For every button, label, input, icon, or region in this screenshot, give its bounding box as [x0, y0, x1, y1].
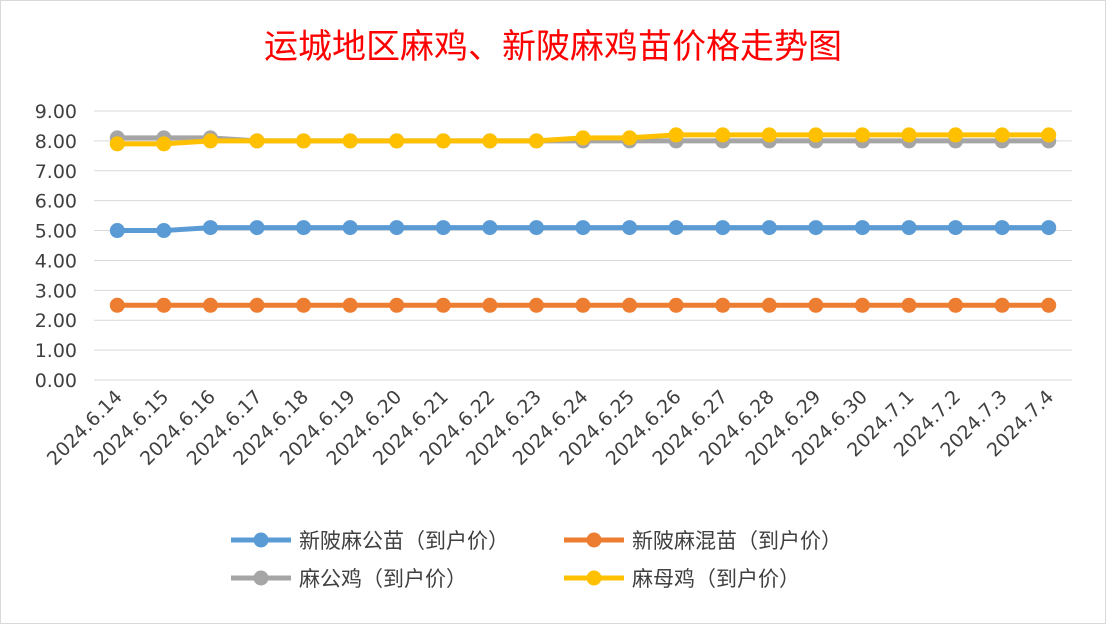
chart-title: 运城地区麻鸡、新陂麻鸡苗价格走势图 [264, 27, 842, 67]
data-point [575, 297, 591, 313]
data-point [482, 133, 498, 149]
series-3 [109, 127, 1057, 152]
data-point [202, 297, 218, 313]
y-tick-label: 8.00 [35, 131, 77, 153]
data-point [482, 220, 498, 236]
data-point [761, 127, 777, 143]
legend-item: 新陂麻公苗（到户价） [231, 529, 509, 553]
data-point [761, 297, 777, 313]
data-point [249, 297, 265, 313]
data-point [994, 297, 1010, 313]
data-point [202, 220, 218, 236]
y-tick-label: 0.00 [35, 370, 77, 392]
data-point [389, 297, 405, 313]
data-point [528, 220, 544, 236]
legend-item: 麻公鸡（到户价） [231, 567, 467, 591]
data-point [668, 220, 684, 236]
legend-label: 新陂麻混苗（到户价） [632, 529, 842, 553]
data-point [715, 220, 731, 236]
data-point [249, 220, 265, 236]
data-point [202, 133, 218, 149]
y-tick-label: 3.00 [35, 280, 77, 302]
data-point [668, 297, 684, 313]
data-point [1041, 127, 1057, 143]
data-point [622, 220, 638, 236]
y-tick-label: 4.00 [35, 250, 77, 272]
data-point [109, 136, 125, 152]
data-point [342, 133, 358, 149]
data-point [854, 297, 870, 313]
legend-label: 麻母鸡（到户价） [632, 567, 800, 591]
data-point [948, 220, 964, 236]
data-point [854, 220, 870, 236]
y-tick-label: 1.00 [35, 340, 77, 362]
data-point [948, 127, 964, 143]
data-point [296, 297, 312, 313]
data-point [109, 297, 125, 313]
data-point [575, 220, 591, 236]
data-point [249, 133, 265, 149]
y-axis-ticks: 0.00 1.00 2.00 3.00 4.00 5.00 6.00 7.00 8.00 9.00 [35, 101, 77, 392]
legend-item: 麻母鸡（到户价） [564, 567, 800, 591]
legend-label: 新陂麻公苗（到户价） [299, 529, 509, 553]
data-point [342, 220, 358, 236]
data-point [1041, 220, 1057, 236]
data-point [296, 220, 312, 236]
data-point [668, 127, 684, 143]
legend-swatch-marker [253, 532, 269, 548]
data-point [528, 297, 544, 313]
data-point [389, 133, 405, 149]
legend-label: 麻公鸡（到户价） [299, 567, 467, 591]
data-point [1041, 297, 1057, 313]
data-point [901, 297, 917, 313]
series-1 [109, 297, 1057, 313]
data-point [808, 297, 824, 313]
legend-item: 新陂麻混苗（到户价） [564, 529, 842, 553]
series-0 [109, 220, 1057, 239]
data-point [435, 297, 451, 313]
data-point [994, 220, 1010, 236]
data-point [342, 297, 358, 313]
legend-swatch-marker [253, 570, 269, 586]
data-point [435, 220, 451, 236]
data-point [435, 133, 451, 149]
legend: 新陂麻公苗（到户价） 新陂麻混苗（到户价） 麻公鸡（到户价） 麻母鸡（到户价） [231, 529, 842, 591]
data-point [156, 223, 172, 239]
legend-swatch-marker [586, 532, 602, 548]
data-point [109, 223, 125, 239]
data-point [854, 127, 870, 143]
data-point [482, 297, 498, 313]
data-point [761, 220, 777, 236]
data-point [948, 297, 964, 313]
data-point [296, 133, 312, 149]
y-tick-label: 2.00 [35, 310, 77, 332]
legend-swatch-marker [586, 570, 602, 586]
data-point [622, 297, 638, 313]
y-tick-label: 5.00 [35, 221, 77, 243]
data-point [808, 127, 824, 143]
data-point [994, 127, 1010, 143]
data-point [156, 297, 172, 313]
series-layer [109, 127, 1057, 313]
data-point [808, 220, 824, 236]
y-tick-label: 9.00 [35, 101, 77, 123]
data-point [528, 133, 544, 149]
data-point [715, 127, 731, 143]
data-point [622, 130, 638, 146]
data-point [389, 220, 405, 236]
y-tick-label: 6.00 [35, 191, 77, 213]
data-point [156, 136, 172, 152]
data-point [715, 297, 731, 313]
y-tick-label: 7.00 [35, 161, 77, 183]
data-point [901, 220, 917, 236]
data-point [901, 127, 917, 143]
data-point [575, 130, 591, 146]
